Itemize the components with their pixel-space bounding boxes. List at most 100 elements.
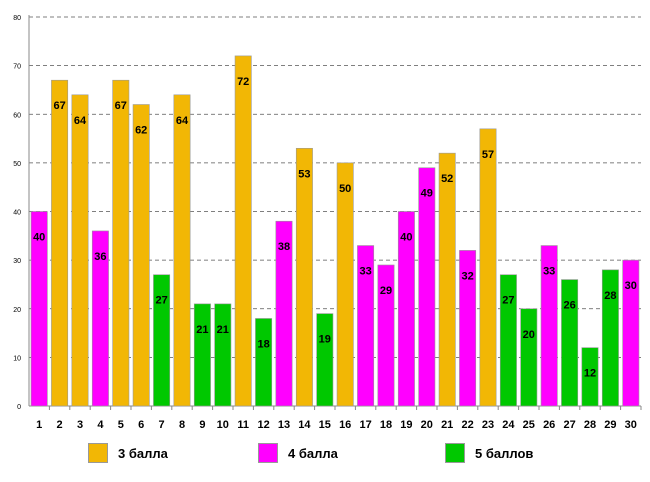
legend-label-4: 4 балла [288,445,338,461]
x-tick-label: 4 [97,419,104,431]
data-label: 64 [176,115,189,127]
y-tick-label: 50 [13,161,21,168]
data-label: 49 [421,188,433,200]
bar [173,94,191,407]
legend-swatch-3 [88,443,108,463]
y-tick-label: 10 [13,355,21,362]
x-tick-label: 23 [482,419,494,431]
data-label: 27 [502,295,514,307]
data-label: 40 [33,232,45,244]
bar [71,94,89,407]
bar [438,152,456,407]
x-tick-label: 10 [217,419,229,431]
y-tick-label: 60 [13,112,21,119]
x-tick-label: 13 [278,419,290,431]
x-tick-label: 14 [298,419,311,431]
y-tick-label: 70 [13,64,21,71]
bar [255,318,273,407]
bar [479,128,497,407]
data-label: 29 [380,285,392,297]
data-label: 57 [482,149,494,161]
x-tick-label: 9 [199,419,205,431]
x-tick-label: 7 [159,419,165,431]
data-label: 28 [604,290,616,302]
bar [357,245,375,407]
bar [193,303,211,407]
bar [581,347,599,407]
bar [377,264,395,407]
data-label: 40 [400,232,412,244]
x-tick-label: 22 [461,419,473,431]
x-tick-label: 17 [359,419,371,431]
data-label: 36 [94,251,106,263]
bar [132,104,150,407]
legend-label-3: 3 балла [118,445,168,461]
bar [234,55,252,407]
x-tick-label: 5 [118,419,124,431]
bar [397,211,415,407]
x-tick-label: 18 [380,419,392,431]
x-tick-label: 8 [179,419,185,431]
bar [561,279,579,407]
bar [459,250,477,407]
bar [295,147,313,407]
bar [499,274,517,407]
data-label: 33 [359,266,371,278]
data-label: 19 [319,334,331,346]
data-label: 21 [217,324,229,336]
x-tick-label: 28 [584,419,596,431]
y-tick-label: 20 [13,307,21,314]
bar [540,245,558,407]
x-tick-label: 11 [237,419,249,431]
x-tick-label: 27 [563,419,575,431]
data-label: 72 [237,76,249,88]
x-tick-label: 26 [543,419,555,431]
x-tick-label: 1 [36,419,42,431]
data-label: 38 [278,241,290,253]
data-label: 53 [298,168,310,180]
bar [112,79,130,407]
bar [520,308,538,407]
data-label: 64 [74,115,87,127]
bar [316,313,334,407]
bar [51,79,69,407]
x-tick-label: 25 [523,419,535,431]
x-tick-label: 30 [625,419,637,431]
data-label: 52 [441,173,453,185]
data-label: 32 [461,270,473,282]
y-tick-label: 30 [13,258,21,265]
bar [418,167,436,407]
x-tick-label: 19 [400,419,412,431]
x-tick-label: 3 [77,419,83,431]
legend-label-5: 5 баллов [475,445,534,461]
data-label: 12 [584,368,596,380]
y-tick-label: 0 [17,404,21,411]
bar [214,303,232,407]
x-tick-label: 16 [339,419,351,431]
data-label: 67 [115,100,127,112]
x-tick-label: 20 [421,419,433,431]
bar [622,259,640,407]
data-label: 20 [523,329,535,341]
y-tick-label: 80 [13,15,21,22]
data-label: 62 [135,125,147,137]
bar [91,230,109,407]
data-label: 50 [339,183,351,195]
data-label: 18 [257,338,269,350]
legend-item-4: 4 балла [258,440,338,466]
bar [601,269,619,407]
legend-item-5: 5 баллов [445,440,533,466]
bar [153,274,171,407]
y-tick-label: 40 [13,210,21,217]
data-label: 67 [53,100,65,112]
legend-swatch-5 [445,443,465,463]
legend-swatch-4 [258,443,278,463]
data-label: 26 [563,300,575,312]
x-tick-label: 2 [57,419,63,431]
data-label: 30 [625,280,637,292]
data-label: 21 [196,324,208,336]
bar [275,220,293,407]
x-tick-label: 6 [138,419,144,431]
x-tick-label: 12 [257,419,269,431]
